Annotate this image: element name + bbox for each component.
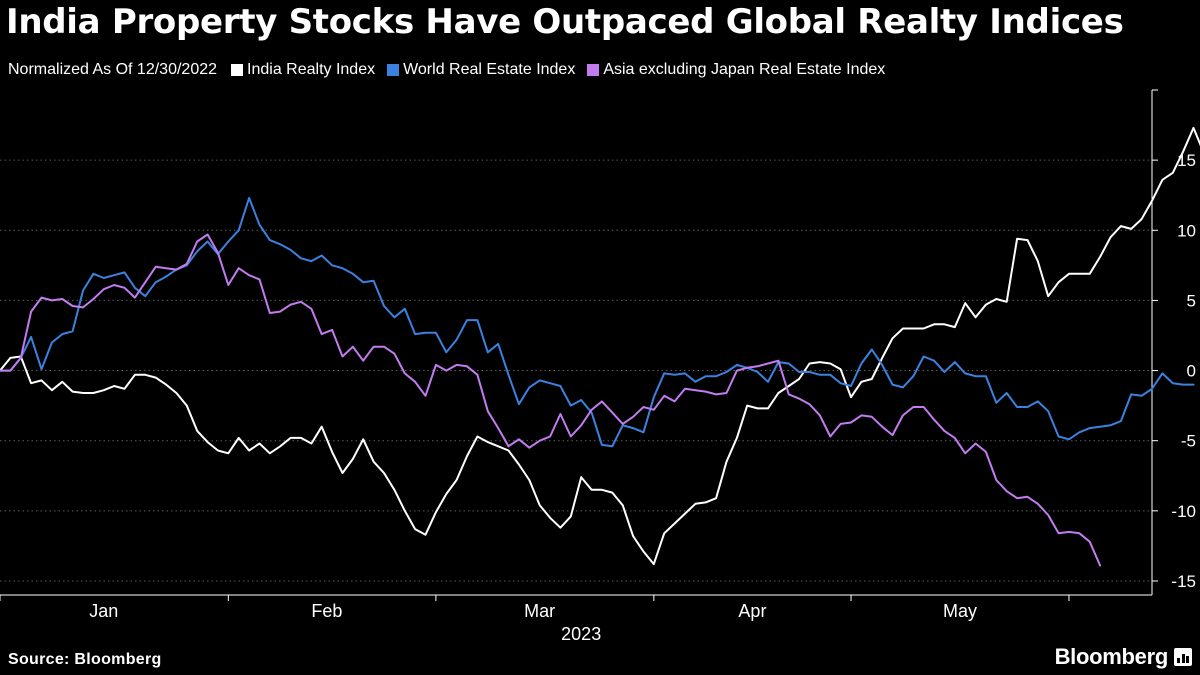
y-tick-label: -5 xyxy=(1181,432,1196,451)
y-tick-label: 15 xyxy=(1177,151,1196,170)
x-tick-label: May xyxy=(943,601,977,621)
x-axis-label: 2023 xyxy=(561,624,601,644)
y-tick-label: -15 xyxy=(1171,572,1196,591)
legend-item-asia: Asia excluding Japan Real Estate Index xyxy=(587,61,885,79)
legend-item-world: World Real Estate Index xyxy=(387,61,575,79)
y-tick-label: -10 xyxy=(1171,502,1196,521)
series-line-1 xyxy=(0,197,1195,448)
y-tick-label: 10 xyxy=(1177,221,1196,240)
legend-label-asia: Asia excluding Japan Real Estate Index xyxy=(603,61,886,78)
series-line-0 xyxy=(0,126,1200,566)
x-tick-label: Mar xyxy=(524,601,555,621)
legend-label-india: India Realty Index xyxy=(247,61,376,78)
legend-swatch-asia xyxy=(587,64,600,76)
brand-wordmark: Bloomberg xyxy=(1054,644,1169,669)
normalization-note: Normalized As Of 12/30/2022 xyxy=(8,61,218,78)
bar-chart-icon xyxy=(1174,648,1192,666)
legend-item-india: India Realty Index xyxy=(231,61,375,79)
legend-label-world: World Real Estate Index xyxy=(403,61,576,78)
y-tick-label: 0 xyxy=(1187,362,1196,381)
bloomberg-logo: Bloomberg xyxy=(1055,644,1192,670)
x-tick-label: Feb xyxy=(311,601,342,621)
source-note: Source: Bloomberg xyxy=(8,651,162,668)
chart-title: India Property Stocks Have Outpaced Glob… xyxy=(6,2,1124,42)
y-tick-label: 5 xyxy=(1187,291,1196,310)
x-tick-label: Jan xyxy=(89,601,118,621)
series-line-2 xyxy=(0,233,1102,567)
x-tick-label: Apr xyxy=(738,601,766,621)
legend: Normalized As Of 12/30/2022 India Realty… xyxy=(8,61,897,79)
legend-swatch-india xyxy=(231,64,244,76)
legend-swatch-world xyxy=(387,64,400,76)
